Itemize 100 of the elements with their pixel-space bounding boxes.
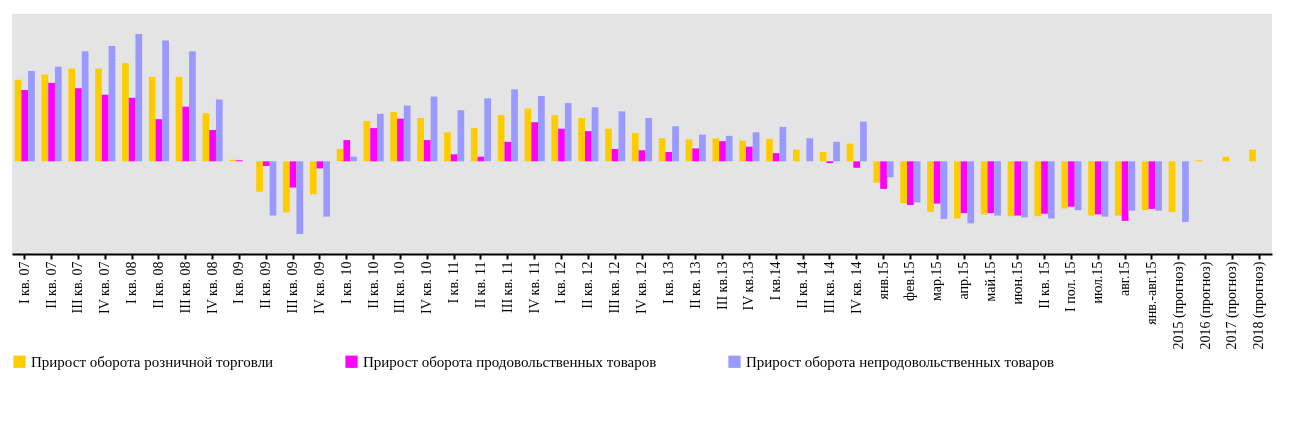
bar (725, 135, 733, 162)
bar (28, 70, 35, 162)
bar (323, 161, 331, 217)
bar (900, 161, 908, 204)
bar (1061, 161, 1069, 209)
bar (994, 161, 1001, 216)
bar (1182, 161, 1189, 223)
bar (68, 68, 76, 162)
bar (806, 138, 814, 162)
bar (860, 121, 867, 162)
bar (1101, 161, 1109, 217)
bar (1121, 161, 1129, 221)
x-tick-label: янв.15 (875, 261, 891, 300)
bar (1249, 149, 1256, 162)
x-tick-label: 2017 (прогноз) (1224, 261, 1241, 350)
bar (584, 131, 592, 162)
x-tick-label: фев.15 (902, 261, 918, 301)
bar (1074, 161, 1082, 211)
bar (766, 138, 773, 162)
bar (1088, 161, 1095, 216)
x-tick-label: 2018 (прогноз) (1251, 261, 1268, 350)
bar (880, 161, 887, 189)
x-tick-label: I кв. 07 (16, 261, 32, 305)
bar (531, 122, 539, 162)
bar (980, 161, 988, 215)
bar (886, 161, 894, 178)
bar (148, 76, 156, 162)
bar (1034, 161, 1042, 217)
bar (927, 161, 934, 212)
bar (1168, 161, 1176, 212)
bar (484, 98, 492, 162)
x-tick-label: I кв. 08 (124, 261, 140, 305)
x-tick-label: IV кв.13 (741, 261, 757, 311)
bar (350, 156, 357, 162)
bar (390, 112, 398, 162)
bar (819, 152, 827, 162)
bar (611, 148, 619, 162)
bar (444, 132, 451, 162)
bar (283, 161, 290, 213)
bar (269, 161, 277, 216)
bar (739, 140, 746, 162)
bar (1068, 161, 1075, 207)
x-tick-label: апр.15 (956, 261, 972, 300)
bar (162, 40, 169, 162)
bar (101, 94, 109, 162)
bar (987, 161, 995, 214)
bar (95, 68, 102, 162)
x-tick-label: II кв. 07 (43, 261, 59, 309)
bar (712, 138, 720, 162)
bar (403, 105, 411, 162)
x-tick-label: I кв. 13 (660, 261, 676, 305)
x-tick-label: II кв. 14 (795, 261, 811, 309)
bar (853, 161, 861, 168)
x-tick-label: III кв. 14 (821, 261, 837, 314)
bar (256, 161, 263, 192)
bar (289, 161, 297, 188)
x-tick-label: II кв. 13 (687, 261, 703, 309)
bar (672, 126, 679, 162)
bar (1047, 161, 1055, 219)
bar (48, 82, 55, 162)
x-tick-label: II кв. 12 (580, 261, 596, 309)
bar (933, 161, 941, 204)
bar (618, 111, 626, 162)
bar (457, 110, 465, 162)
bar (631, 132, 639, 162)
bar (1141, 161, 1149, 211)
bar (1128, 161, 1136, 211)
bar (397, 118, 404, 162)
x-tick-label: июл.15 (1090, 261, 1106, 304)
bar (1222, 156, 1230, 162)
bar (907, 161, 914, 205)
x-tick-label: IV кв. 08 (204, 261, 220, 314)
bar (1014, 161, 1022, 216)
bar (215, 99, 223, 162)
bar (343, 140, 351, 162)
bar (833, 141, 840, 162)
x-tick-label: авг.15 (1117, 261, 1133, 296)
x-tick-label: IV кв. 09 (311, 261, 327, 314)
bar (296, 161, 304, 234)
bar (745, 146, 753, 162)
bar (209, 129, 216, 162)
x-tick-label: май.15 (982, 261, 998, 302)
x-tick-label: II кв. 11 (472, 261, 488, 309)
bar (262, 161, 270, 167)
bar (504, 141, 512, 162)
bar (699, 134, 706, 162)
x-tick-label: III кв. 10 (392, 261, 408, 314)
x-tick-label: I кв. 09 (231, 261, 247, 305)
bar (189, 51, 196, 162)
bar (873, 161, 881, 183)
bar (423, 140, 431, 162)
bar (370, 128, 377, 162)
x-tick-label: I кв. 12 (553, 261, 569, 305)
legend-label: Прирост оборота непродовольственных товаров (746, 353, 1055, 370)
bar (417, 118, 424, 162)
x-tick-label: июн.15 (1009, 261, 1025, 305)
bar (1115, 161, 1122, 216)
x-tick-label: II кв. 08 (150, 261, 166, 309)
bar (376, 113, 384, 162)
bar (309, 161, 317, 195)
